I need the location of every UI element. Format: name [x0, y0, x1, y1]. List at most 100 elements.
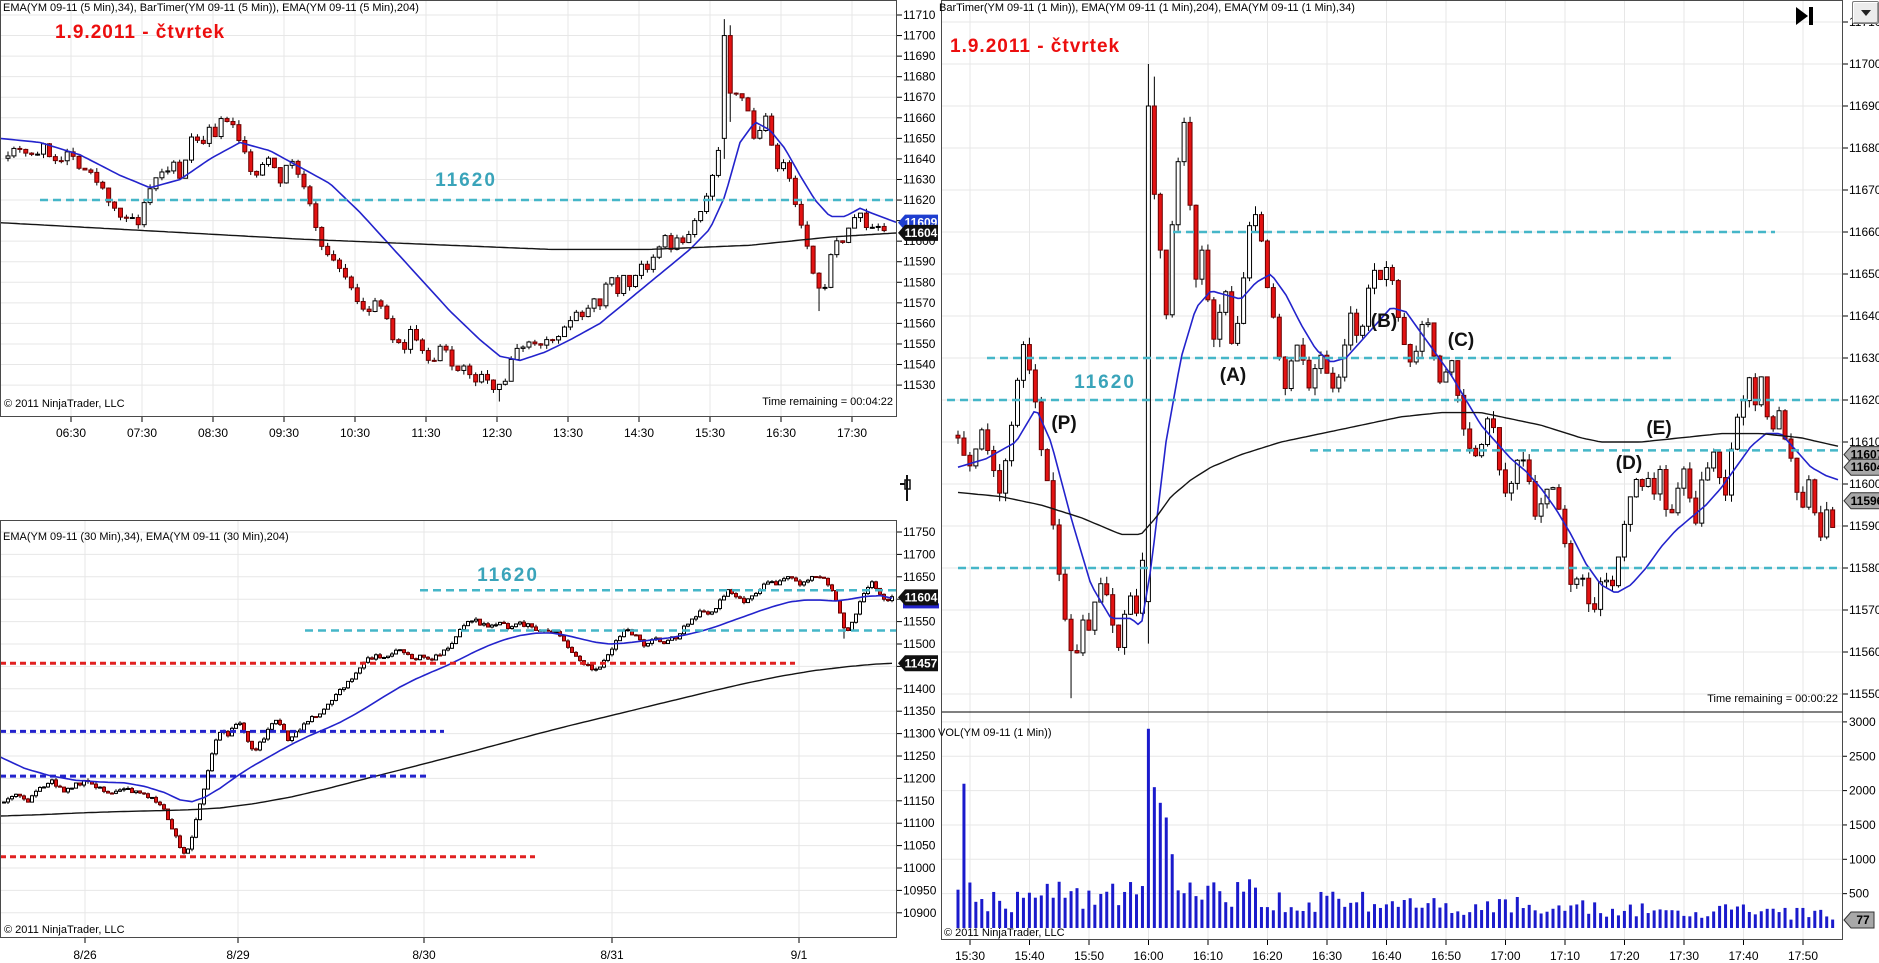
price-tick-label: 11560: [903, 316, 936, 330]
time-tick-label: 11:30: [411, 426, 440, 440]
price-marker: [1843, 458, 1879, 476]
price-axis[interactable]: 1171011700116901168011670116601165011640…: [1843, 15, 1879, 701]
price-tick-label: 11680: [903, 70, 936, 84]
price-axis[interactable]: 1171011700116901168011670116601165011640…: [897, 8, 936, 392]
price-tick-label: 11350: [903, 704, 936, 718]
bar-timer-1min: Time remaining = 00:00:22: [1707, 693, 1838, 705]
time-tick-label: 15:30: [695, 426, 725, 440]
ema34-line: [0, 121, 897, 362]
volume-tick-label: 2500: [1849, 749, 1876, 763]
volume-tick-label: 500: [1849, 887, 1869, 901]
price-tick-label: 10900: [903, 906, 937, 920]
price-marker-value: 11604: [905, 590, 938, 604]
time-tick-label: 09:30: [269, 426, 299, 440]
time-tick-label: 16:40: [1371, 949, 1401, 963]
price-tick-label: 11620: [1849, 393, 1879, 407]
price-tick-label: 11690: [903, 49, 936, 63]
price-gridlines: [0, 14, 897, 386]
price-tick-label: 11700: [1849, 57, 1879, 71]
level-label-11620-1min: 11620: [1074, 372, 1136, 393]
price-tick-label: 11530: [903, 378, 936, 392]
price-tick-label: 11650: [903, 570, 936, 584]
chevron-down-icon: [1860, 9, 1871, 16]
price-tick-label: 11690: [1849, 99, 1879, 113]
time-tick-label: 15:50: [1074, 949, 1104, 963]
price-tick-label: 11400: [903, 682, 936, 696]
price-tick-label: 11670: [903, 90, 936, 104]
price-tick-label: 11700: [903, 547, 936, 561]
price-tick-label: 11100: [903, 816, 935, 830]
date-annotation-1min: 1.9.2011 - čtvrtek: [950, 36, 1121, 57]
chart-title-30min: EMA(YM 09-11 (30 Min),34), EMA(YM 09-11 …: [3, 531, 289, 543]
price-marker: [898, 655, 938, 672]
price-marker: [1843, 492, 1879, 510]
price-tick-label: 11630: [1849, 351, 1879, 365]
price-tick-label: 11710: [903, 8, 936, 22]
support-resistance-lines: [0, 588, 897, 859]
price-tick-label: 11590: [903, 255, 936, 269]
price-tick-label: 11250: [903, 749, 936, 763]
support-resistance-lines: [947, 230, 1843, 570]
candlestick-chart-1min[interactable]: 3000250020001500100050011710117001169011…: [941, 0, 1879, 963]
go-to-last-bar-icon[interactable]: [1796, 7, 1816, 25]
price-markers: 11604 11457: [898, 589, 939, 672]
price-tick-label: 11620: [903, 193, 936, 207]
time-tick-label: 8/31: [600, 948, 624, 962]
price-tick-label: 11610: [1849, 435, 1879, 449]
plot-border: [941, 0, 1843, 940]
level-label-11620-30min: 11620: [477, 565, 539, 586]
price-tick-label: 10950: [903, 883, 937, 897]
candle-series: [5, 19, 887, 402]
price-tick-label: 11590: [1849, 519, 1879, 533]
candlestick-chart-30min[interactable]: 1175011700116501160011550115001145011400…: [0, 520, 941, 963]
price-marker-value: 11596: [1851, 494, 1879, 508]
time-tick-label: 16:30: [766, 426, 796, 440]
wave-annotation-B: (B): [1370, 311, 1398, 332]
volume-series: [956, 728, 1835, 928]
price-tick-label: 11540: [903, 358, 936, 372]
price-tick-label: 11550: [903, 337, 936, 351]
wave-annotation-P: (P): [1051, 413, 1077, 434]
time-tick-label: 17:20: [1609, 949, 1639, 963]
price-gridlines: [0, 531, 897, 914]
time-tick-label: 16:20: [1252, 949, 1282, 963]
bar-timer-5min: Time remaining = 00:04:22: [762, 396, 893, 408]
time-tick-label: 10:30: [340, 426, 370, 440]
volume-tick-label: 2000: [1849, 784, 1876, 798]
ema34-line: [957, 273, 1839, 626]
time-axis[interactable]: 15:30 15:40 15:50 16:00 16:10 16:20 16:30 16:40…: [955, 940, 1818, 963]
copyright-30min: © 2011 NinjaTrader, LLC: [4, 924, 125, 936]
volume-tick-label: 3000: [1849, 715, 1876, 729]
price-tick-label: 11750: [903, 525, 936, 539]
price-tick-label: 11660: [1849, 225, 1879, 239]
price-markers: 1160711604 11596: [1843, 446, 1879, 510]
price-tick-label: 11640: [1849, 309, 1879, 323]
chart-dropdown-button[interactable]: [1852, 1, 1879, 24]
price-tick-label: 11050: [903, 839, 936, 853]
price-tick-label: 11570: [903, 296, 936, 310]
candle-series: [955, 64, 1836, 699]
volume-marker-value: 77: [1856, 913, 1870, 927]
price-tick-label: 11650: [903, 131, 936, 145]
price-tick-label: 11630: [903, 172, 936, 186]
wave-annotation-C: (C): [1447, 330, 1475, 351]
time-tick-label: 16:50: [1431, 949, 1461, 963]
volume-tick-label: 1000: [1849, 852, 1876, 866]
price-gridlines: [941, 21, 1843, 895]
copyright-5min: © 2011 NinjaTrader, LLC: [4, 398, 125, 410]
time-axis[interactable]: 8/26 8/29 8/30 8/31 9/1: [73, 938, 808, 962]
time-tick-label: 15:30: [955, 949, 985, 963]
volume-tick-label: 1500: [1849, 818, 1876, 832]
plot-border: [0, 520, 897, 938]
price-tick-label: 11600: [1849, 477, 1879, 491]
time-tick-label: 17:00: [1490, 949, 1520, 963]
time-axis[interactable]: 06:30 07:30 08:30 09:30 10:30 11:30 12:30 13:30…: [56, 417, 867, 440]
price-axis[interactable]: 1175011700116501160011550115001145011400…: [897, 525, 937, 920]
time-tick-label: 06:30: [56, 426, 86, 440]
candlestick-chart-5min[interactable]: 11710 11700 11690 11680 11670 11660 11650 11640…: [0, 0, 941, 445]
price-tick-label: 11000: [903, 861, 936, 875]
price-tick-label: 11660: [903, 111, 936, 125]
price-marker: [898, 224, 938, 241]
